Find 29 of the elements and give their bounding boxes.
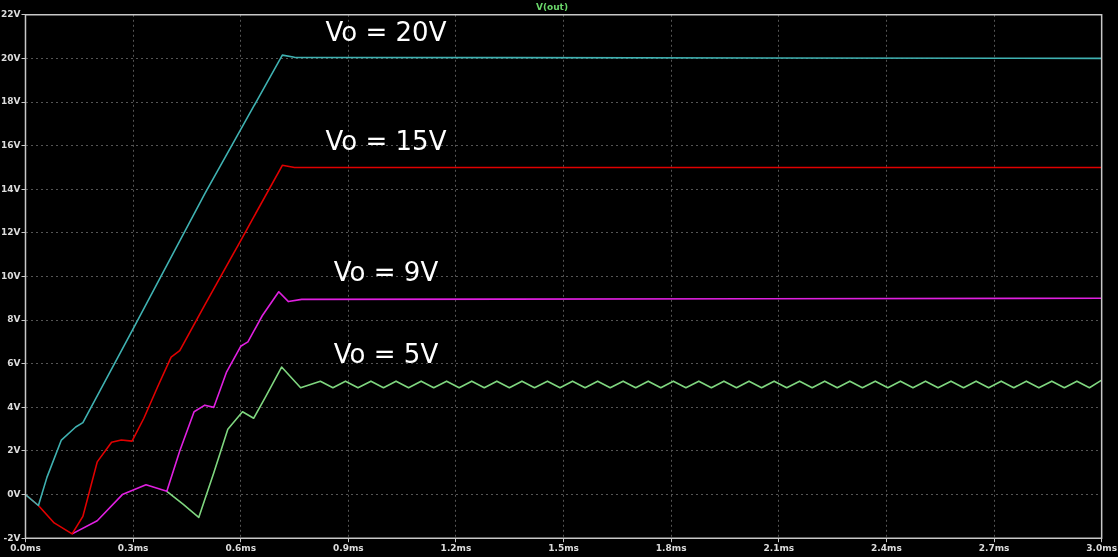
annotation: Vo = 15V [325,126,447,157]
annotation: Vo = 9V [333,257,439,288]
x-tick-label: 2.4ms [871,542,902,553]
y-tick-label: 12V [0,227,21,238]
y-tick-label: 16V [0,139,21,150]
x-tick-label: 2.1ms [763,542,795,553]
annotation: Vo = 20V [325,17,447,48]
y-tick-label: 10V [0,270,21,281]
x-tick-label: 1.5ms [548,542,579,553]
x-tick-label: 0.0ms [10,542,41,553]
x-tick-label: 2.7ms [978,542,1010,553]
x-tick-label: 1.2ms [440,542,472,553]
x-tick-label: 0.9ms [333,542,364,553]
x-tick-label: 1.8ms [655,542,687,553]
annotation: Vo = 5V [333,338,439,369]
y-tick-label: 0V [7,488,21,499]
y-tick-label: 20V [0,52,21,63]
x-tick-label: 3.0ms [1086,542,1117,553]
y-tick-label: 22V [0,9,21,20]
y-tick-label: -2V [3,532,21,543]
chart-title: V(out) [535,1,569,12]
y-tick-label: 18V [0,96,21,107]
x-tick-label: 0.6ms [225,542,257,553]
y-tick-label: 8V [7,314,21,325]
y-tick-label: 6V [7,358,21,369]
y-tick-label: 2V [7,445,21,456]
x-tick-label: 0.3ms [117,542,149,553]
y-tick-label: 14V [0,183,21,194]
y-tick-label: 4V [7,401,21,412]
